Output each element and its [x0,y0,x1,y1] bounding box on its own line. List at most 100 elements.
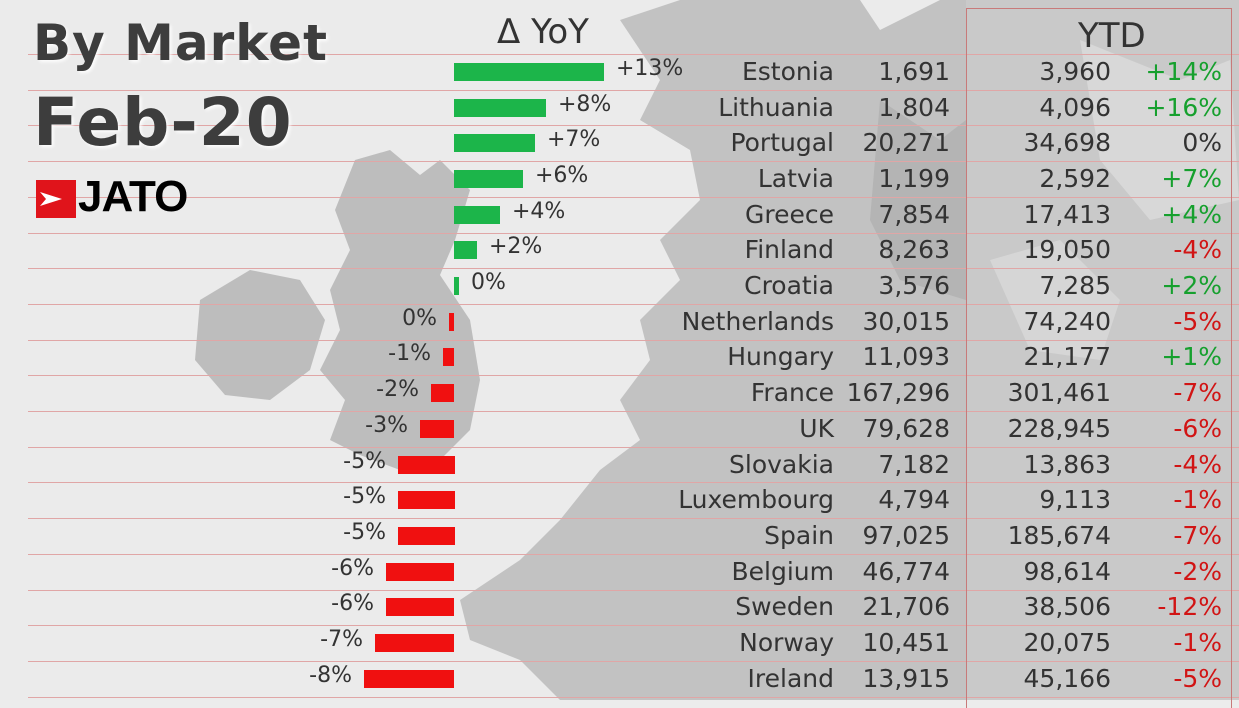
row-divider [28,482,1239,483]
country-name: Lithuania [718,93,834,122]
row-divider [28,304,1239,305]
row-divider [28,161,1239,162]
yoy-bar [454,63,604,81]
ytd-header: YTD [1078,16,1146,56]
feb-volume: 20,271 [862,128,950,157]
ytd-volume: 185,674 [1007,521,1111,550]
ytd-change: +7% [1161,164,1222,193]
ytd-volume: 20,075 [1023,628,1111,657]
feb-volume: 7,854 [878,200,950,229]
yoy-bar [454,241,477,259]
yoy-bar [454,134,535,152]
feb-volume: 167,296 [846,378,950,407]
yoy-bar [364,670,454,688]
country-name: Sweden [735,592,834,621]
country-name: Estonia [741,57,834,86]
yoy-bar [454,99,546,117]
ytd-change: +1% [1161,342,1222,371]
ytd-volume: 3,960 [1039,57,1111,86]
yoy-bar-label: -8% [309,663,352,688]
yoy-bar [420,420,454,438]
ytd-column-frame [966,8,1232,708]
ytd-volume: 4,096 [1039,93,1111,122]
row-divider [28,90,1239,91]
country-name: Hungary [727,342,834,371]
ytd-change: -1% [1173,628,1222,657]
feb-volume: 13,915 [862,664,950,693]
yoy-bar-label: -5% [343,520,386,545]
feb-volume: 21,706 [862,592,950,621]
ytd-change: 0% [1182,128,1222,157]
yoy-bar [431,384,454,402]
feb-volume: 4,794 [878,485,950,514]
ytd-volume: 34,698 [1023,128,1111,157]
row-divider [28,54,1239,55]
yoy-bar [375,634,454,652]
ytd-volume: 19,050 [1023,235,1111,264]
ytd-change: -5% [1173,664,1222,693]
yoy-bar [449,313,454,331]
feb-volume: 97,025 [862,521,950,550]
country-name: Latvia [757,164,834,193]
yoy-bar [386,598,454,616]
feb-volume: 1,691 [878,57,950,86]
country-name: Netherlands [681,307,834,336]
ytd-change: +4% [1161,200,1222,229]
row-divider [28,697,1239,698]
ytd-change: +14% [1145,57,1222,86]
ytd-change: +16% [1145,93,1222,122]
yoy-bar-label: -7% [320,627,363,652]
yoy-bar [454,170,523,188]
logo-text: JATO [78,172,188,221]
row-divider [28,625,1239,626]
row-divider [28,411,1239,412]
yoy-bar [454,206,500,224]
period-label: Feb-20 [33,84,293,161]
feb-volume: 3,576 [878,271,950,300]
country-name: France [750,378,834,407]
ytd-volume: 38,506 [1023,592,1111,621]
yoy-bar-label: -5% [343,449,386,474]
country-name: Norway [739,628,834,657]
jato-logo-mark-icon [36,180,76,218]
row-divider [28,554,1239,555]
ytd-change: -7% [1173,521,1222,550]
feb-volume: 79,628 [862,414,950,443]
page-title: By Market [33,14,328,72]
ytd-change: -4% [1173,235,1222,264]
country-name: Portugal [730,128,834,157]
row-divider [28,447,1239,448]
row-divider [28,340,1239,341]
feb-volume: 46,774 [862,557,950,586]
row-divider [28,125,1239,126]
ytd-volume: 74,240 [1023,307,1111,336]
row-divider [28,375,1239,376]
yoy-bar-label: +7% [547,127,601,152]
ytd-change: +2% [1161,271,1222,300]
yoy-bar [386,563,454,581]
country-name: Finland [744,235,834,264]
yoy-bar-label: +4% [512,199,566,224]
ytd-volume: 228,945 [1007,414,1111,443]
yoy-bar [398,456,455,474]
ytd-change: -2% [1173,557,1222,586]
yoy-bar [454,277,459,295]
country-name: Ireland [747,664,834,693]
yoy-bar-label: -5% [343,484,386,509]
yoy-header: Δ YoY [497,12,589,52]
feb-volume: 10,451 [862,628,950,657]
row-divider [28,233,1239,234]
ytd-change: -12% [1157,592,1222,621]
yoy-bar-label: +13% [616,56,684,81]
row-divider [28,518,1239,519]
yoy-bar-label: +6% [535,163,589,188]
ytd-volume: 13,863 [1023,450,1111,479]
country-name: Greece [745,200,834,229]
ytd-change: -7% [1173,378,1222,407]
yoy-bar-label: 0% [471,270,506,295]
ytd-volume: 301,461 [1007,378,1111,407]
ytd-change: -1% [1173,485,1222,514]
country-name: Belgium [731,557,835,586]
yoy-bar-label: -6% [331,556,374,581]
